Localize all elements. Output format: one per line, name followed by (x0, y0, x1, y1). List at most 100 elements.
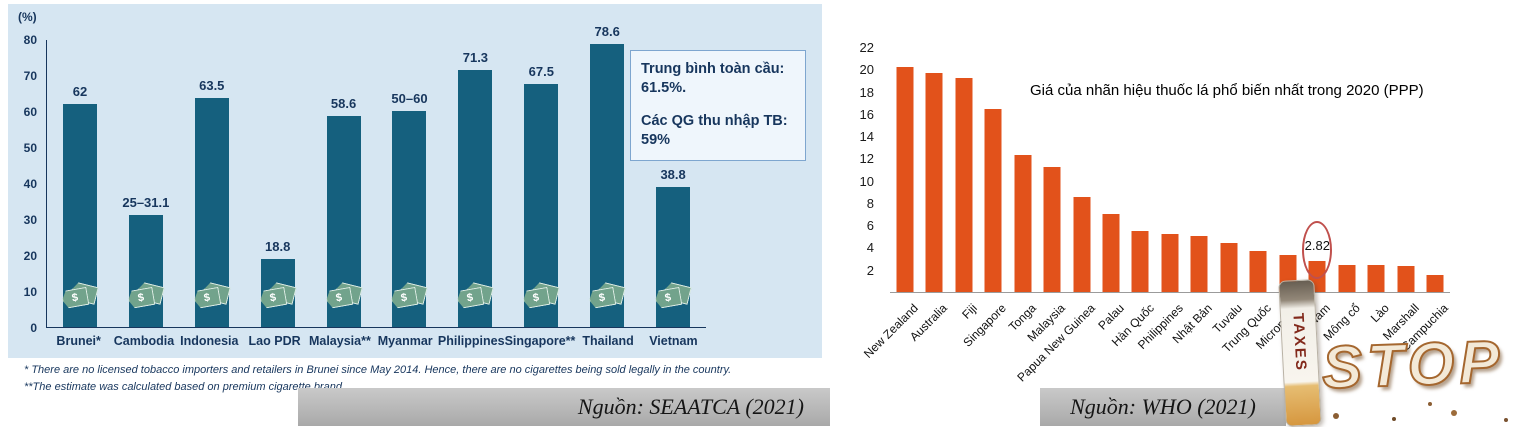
annotation-line2-value: 59% (641, 132, 671, 149)
category-label: Malaysia** (308, 334, 371, 348)
y-tick-label: 6 (866, 218, 874, 234)
category-label: Indonesia (180, 334, 239, 348)
right-chart: 2 4 6 8 10 12 14 16 18 20 22 2.82 Giá của nhãn hiệ… (830, 0, 1526, 427)
price-tag-front: $ (324, 287, 353, 309)
price-tag-icon: $ (325, 283, 363, 311)
bar-column (1362, 48, 1391, 292)
category-label: Singapore** (504, 334, 576, 348)
y-tick-label: 80 (23, 32, 37, 47)
bar-value-label: 67.5 (528, 64, 554, 79)
annotation-spacer (641, 98, 795, 112)
highlight-ellipse (1302, 220, 1333, 279)
left-y-axis: 0 10 20 30 40 50 60 70 80 (8, 4, 42, 358)
bar-column (1008, 48, 1037, 292)
category-label: Lao PDR (248, 334, 301, 348)
bar (1190, 236, 1208, 292)
category-label: Brunei* (56, 334, 101, 348)
right-y-axis: 2 4 6 8 10 12 14 16 18 20 22 (830, 0, 882, 320)
price-tag-front: $ (258, 287, 287, 309)
bar-column: $63.5 (179, 40, 245, 327)
bar-column (1332, 48, 1361, 292)
bar (955, 78, 973, 292)
bar-column: $78.6 (574, 24, 640, 327)
y-tick-label: 50 (23, 140, 37, 155)
bar-value-label: 50–60 (391, 91, 428, 106)
bar (590, 44, 625, 327)
y-tick-label: 10 (859, 173, 874, 189)
left-chart: (%) 0 10 20 30 40 50 60 70 80 $62 $25–31.1 $63.5 $1… (8, 4, 822, 358)
price-tag-front: $ (654, 287, 683, 309)
y-tick-label: 12 (859, 151, 874, 167)
bar (984, 109, 1002, 292)
y-tick-label: 18 (859, 84, 874, 100)
bar-value-label: 78.6 (594, 24, 620, 40)
taxes-cigarette-image: TAXES (1278, 279, 1322, 427)
footnote-premium-brand: **The estimate was calculated based on p… (24, 380, 346, 393)
bar-column (919, 48, 948, 292)
y-tick-label: 14 (859, 129, 874, 145)
bar (1249, 250, 1267, 292)
right-chart-title: Giá của nhãn hiệu thuốc lá phổ biến nhất… (1030, 82, 1424, 99)
bar-column: $67.5 (508, 40, 574, 327)
y-tick-label: 16 (859, 106, 874, 122)
bar (1102, 214, 1120, 292)
left-source-text: Nguồn: SEAATCA (2021) (577, 394, 804, 419)
bar-column: $25–31.1 (113, 40, 179, 327)
category-label: Philippines (437, 334, 505, 348)
price-tag-icon: $ (193, 283, 231, 311)
y-tick-label: 70 (23, 68, 37, 83)
bar (1338, 265, 1356, 292)
annotation-line1-label: Trung bình toàn cầu: (641, 61, 785, 77)
y-tick-label: 10 (23, 284, 37, 299)
y-tick-label: 2 (866, 262, 874, 278)
bar (925, 72, 943, 292)
bar-column (890, 48, 919, 292)
y-tick-label: 30 (23, 212, 37, 227)
price-tag-front: $ (456, 287, 485, 309)
bar (896, 67, 914, 292)
bar (1073, 197, 1091, 292)
right-source-text: Nguồn: WHO (2021) (1070, 394, 1256, 419)
y-tick-label: 20 (859, 62, 874, 78)
bar (1161, 234, 1179, 292)
bar-column (1126, 48, 1155, 292)
left-y-unit-label: (%) (18, 10, 37, 24)
price-tag-icon: $ (61, 283, 99, 311)
bar-column (1096, 48, 1125, 292)
annotation-line1-value: 61.5%. (641, 80, 687, 97)
y-tick-label: 4 (866, 240, 874, 256)
price-tag-front: $ (390, 287, 419, 309)
bar-column: $62 (47, 40, 113, 327)
price-tag-icon: $ (588, 283, 626, 311)
bar (1220, 243, 1238, 292)
bar (1131, 230, 1149, 292)
left-source-band: Nguồn: SEAATCA (2021) (298, 388, 832, 426)
bar-column: $58.6 (311, 40, 377, 327)
y-tick-label: 60 (23, 104, 37, 119)
bar (128, 215, 163, 327)
price-tag-icon: $ (259, 283, 297, 311)
bar-value-label: 38.8 (660, 167, 686, 183)
price-tag-icon: $ (456, 283, 494, 311)
left-chart-footnotes: * There are no licensed tobacco importer… (24, 362, 731, 395)
category-label: Thailand (582, 334, 634, 348)
category-label: Vietnam (649, 334, 698, 348)
bar-column: $38.8 (640, 40, 706, 327)
bar-column (949, 48, 978, 292)
bar-column (1420, 48, 1449, 292)
taxes-label: TAXES (1289, 312, 1310, 373)
price-tag-front: $ (192, 287, 221, 309)
bar-column: $71.3 (442, 40, 508, 327)
bar-column (1214, 48, 1243, 292)
bar-column (1391, 48, 1420, 292)
bar-value-label: 25–31.1 (122, 195, 170, 211)
y-tick-label: 8 (866, 195, 874, 211)
price-tag-front: $ (522, 287, 551, 309)
price-tag-icon: $ (390, 283, 428, 311)
bar (1043, 167, 1061, 292)
bar-value-label: 18.8 (265, 239, 291, 255)
right-source-band: Nguồn: WHO (2021) (1040, 388, 1286, 426)
bar-value-label: 58.6 (330, 96, 357, 112)
price-tag-icon: $ (522, 283, 560, 311)
price-tag-front: $ (588, 287, 617, 309)
